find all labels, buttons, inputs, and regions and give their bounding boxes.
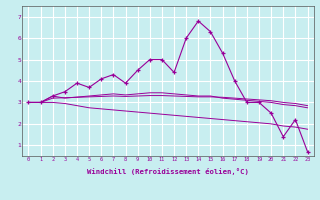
X-axis label: Windchill (Refroidissement éolien,°C): Windchill (Refroidissement éolien,°C) [87,168,249,175]
